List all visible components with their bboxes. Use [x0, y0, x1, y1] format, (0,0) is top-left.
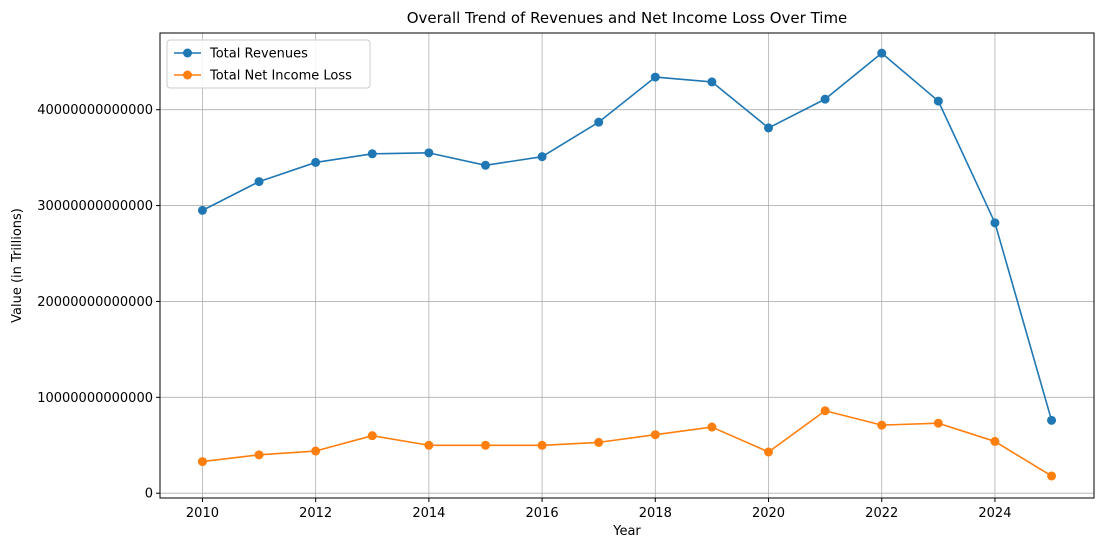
data-point — [764, 447, 774, 457]
data-point — [254, 177, 264, 187]
data-point — [311, 157, 321, 167]
legend-marker — [183, 48, 192, 58]
data-point — [424, 440, 434, 450]
data-point — [594, 437, 604, 447]
data-point — [990, 436, 1000, 446]
x-axis-label: Year — [612, 524, 641, 539]
data-point — [197, 457, 207, 467]
data-point — [707, 77, 717, 87]
legend-marker — [183, 70, 192, 80]
y-tick-label: 10000000000000 — [37, 391, 153, 406]
data-point — [650, 72, 660, 82]
x-axis-ticks: 2010 2012 2014 2016 2018 2020 2022 2024 — [186, 498, 1011, 521]
data-point — [367, 149, 377, 159]
data-point — [424, 148, 434, 158]
grid-lines — [160, 33, 1094, 498]
series-line — [202, 52, 1053, 421]
data-point — [254, 450, 264, 460]
y-tick-label: 30000000000000 — [37, 199, 153, 214]
data-point — [1047, 471, 1057, 481]
legend: Total Revenues Total Net Income Loss — [166, 39, 371, 89]
y-tick-label: 20000000000000 — [37, 295, 153, 310]
data-point — [707, 422, 717, 432]
x-tick-label: 2010 — [186, 506, 219, 521]
chart-title: Overall Trend of Revenues and Net Income… — [407, 9, 848, 27]
y-tick-label: 40000000000000 — [37, 103, 153, 118]
legend-entry: Total Net Income Loss — [174, 69, 352, 84]
data-point — [764, 123, 774, 133]
x-tick-label: 2018 — [639, 506, 672, 521]
x-tick-label: 2020 — [752, 506, 785, 521]
data-point — [537, 440, 547, 450]
data-series — [197, 48, 1057, 481]
x-tick-label: 2012 — [299, 506, 332, 521]
series-line — [202, 409, 1052, 477]
series-0 — [197, 48, 1057, 425]
data-point — [594, 117, 604, 127]
data-point — [480, 440, 490, 450]
y-axis-label: Value (in Trillions) — [10, 208, 25, 323]
data-point — [537, 152, 547, 162]
data-point — [367, 431, 377, 441]
y-axis-ticks: 0 10000000000000 20000000000000 30000000000… — [37, 103, 160, 502]
series-1 — [197, 406, 1057, 481]
data-point — [820, 406, 830, 416]
legend-entry: Total Revenues — [174, 47, 308, 62]
y-tick-label: 0 — [145, 487, 153, 502]
legend-box — [166, 39, 371, 89]
data-point — [480, 160, 490, 170]
data-point — [990, 218, 1000, 228]
x-tick-label: 2022 — [865, 506, 898, 521]
legend-label: Total Net Income Loss — [209, 69, 352, 84]
legend-label: Total Revenues — [209, 47, 308, 62]
x-tick-label: 2016 — [526, 506, 559, 521]
data-point — [650, 430, 660, 440]
data-point — [820, 94, 830, 104]
data-point — [877, 420, 887, 430]
plot-frame — [159, 32, 1095, 499]
data-point — [1047, 415, 1057, 425]
data-point — [877, 48, 887, 58]
data-point — [311, 446, 321, 456]
data-point — [933, 96, 943, 106]
data-point — [197, 205, 207, 215]
x-tick-label: 2014 — [412, 506, 445, 521]
data-point — [933, 418, 943, 428]
x-tick-label: 2024 — [978, 506, 1011, 521]
